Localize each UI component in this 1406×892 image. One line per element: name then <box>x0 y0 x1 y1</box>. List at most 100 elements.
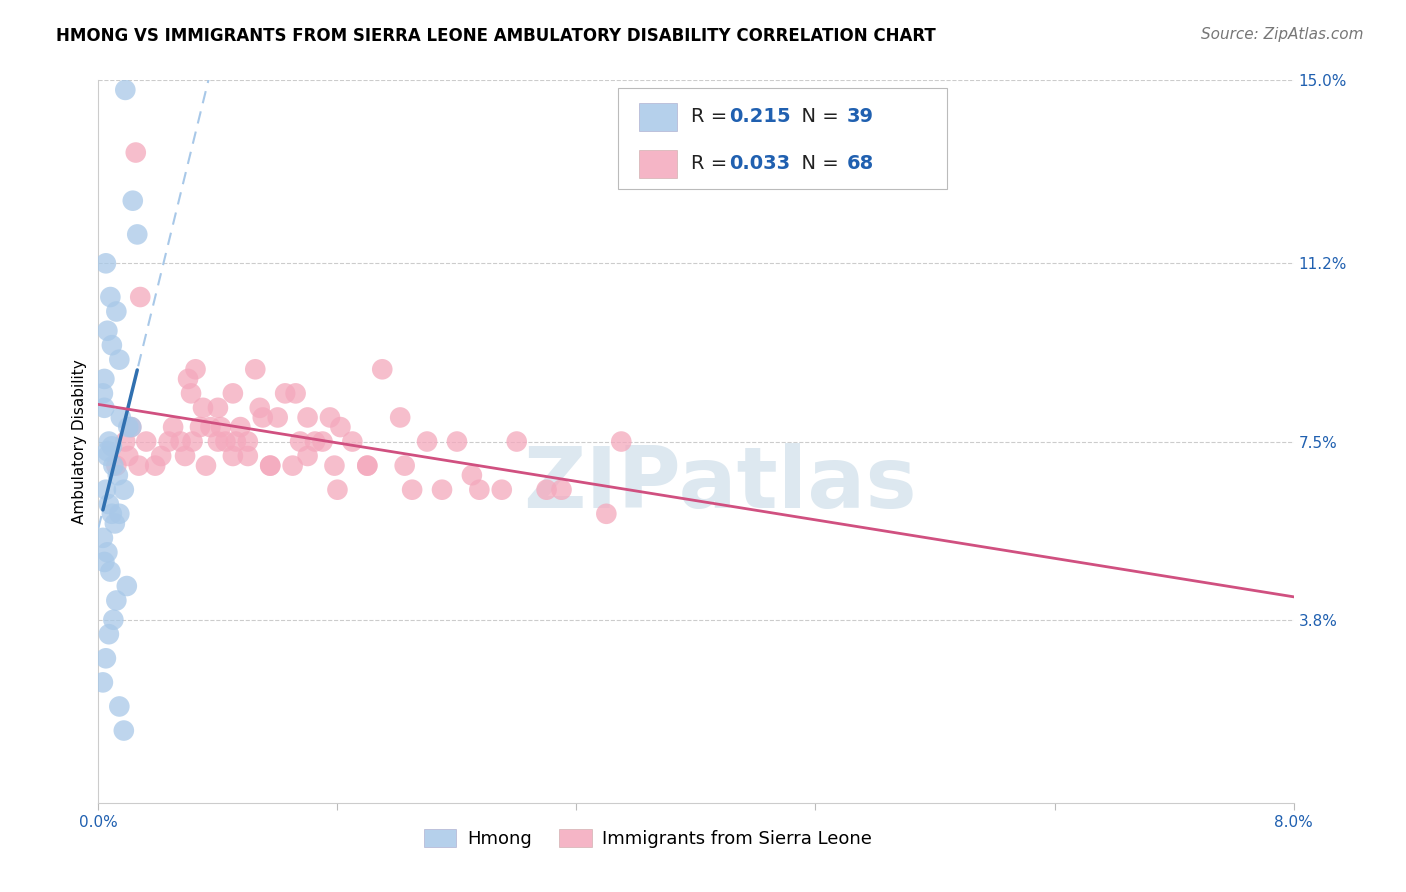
Point <box>191 401 214 415</box>
Point <box>91 386 114 401</box>
Point <box>329 420 352 434</box>
Point <box>108 352 131 367</box>
Text: ZIPatlas: ZIPatlas <box>523 443 917 526</box>
Point <box>94 256 117 270</box>
Point <box>114 83 136 97</box>
Point <box>214 434 236 449</box>
Point <box>610 434 633 449</box>
Point <box>127 227 149 242</box>
Point <box>356 458 378 473</box>
Text: R =: R = <box>692 154 734 173</box>
Point <box>207 401 229 415</box>
Point <box>121 194 143 208</box>
Text: 0.215: 0.215 <box>730 107 792 127</box>
Point <box>222 449 245 463</box>
Point <box>135 434 157 449</box>
Point <box>112 723 135 738</box>
Point <box>101 338 124 352</box>
Text: 39: 39 <box>846 107 873 127</box>
Point <box>117 449 139 463</box>
Text: 68: 68 <box>846 154 873 173</box>
Point <box>180 386 202 401</box>
Point <box>181 434 204 449</box>
Point <box>371 362 394 376</box>
Point <box>401 483 423 497</box>
Point <box>101 507 124 521</box>
Text: N =: N = <box>789 154 845 173</box>
Point <box>96 444 118 458</box>
Point <box>93 555 115 569</box>
Point <box>536 483 558 497</box>
Point <box>245 362 267 376</box>
Point <box>267 410 290 425</box>
Point <box>129 290 152 304</box>
Point <box>94 483 117 497</box>
Point <box>311 434 333 449</box>
Point <box>304 434 326 449</box>
Point <box>120 420 142 434</box>
Point <box>91 675 114 690</box>
Point <box>157 434 180 449</box>
Text: HMONG VS IMMIGRANTS FROM SIERRA LEONE AMBULATORY DISABILITY CORRELATION CHART: HMONG VS IMMIGRANTS FROM SIERRA LEONE AM… <box>56 27 936 45</box>
Point <box>252 410 274 425</box>
Point <box>288 434 311 449</box>
Point <box>98 565 122 579</box>
Point <box>430 483 453 497</box>
Point <box>91 531 114 545</box>
Point <box>143 458 166 473</box>
Point <box>174 449 197 463</box>
Point <box>93 372 115 386</box>
Point <box>103 613 125 627</box>
Point <box>195 458 218 473</box>
Point <box>96 449 118 463</box>
Point <box>342 434 364 449</box>
Point <box>112 483 135 497</box>
Point <box>319 410 342 425</box>
Point <box>394 458 416 473</box>
Point <box>169 434 191 449</box>
Point <box>120 420 142 434</box>
Point <box>105 458 128 473</box>
Point <box>105 304 128 318</box>
FancyBboxPatch shape <box>619 87 948 189</box>
Point <box>150 449 173 463</box>
Point <box>249 401 271 415</box>
Point <box>98 290 122 304</box>
Point <box>595 507 617 521</box>
Point <box>177 372 200 386</box>
Point <box>225 434 247 449</box>
Text: 0.033: 0.033 <box>730 154 790 173</box>
Point <box>229 420 252 434</box>
Point <box>103 458 125 473</box>
Point <box>125 145 148 160</box>
Point <box>274 386 297 401</box>
Text: Source: ZipAtlas.com: Source: ZipAtlas.com <box>1201 27 1364 42</box>
Point <box>222 386 245 401</box>
Point <box>94 651 117 665</box>
Point <box>97 434 120 449</box>
Point <box>297 410 319 425</box>
Point <box>104 516 127 531</box>
Point <box>97 627 120 641</box>
Point <box>108 699 131 714</box>
Point <box>461 468 484 483</box>
Point <box>468 483 491 497</box>
Point <box>236 449 259 463</box>
Y-axis label: Ambulatory Disability: Ambulatory Disability <box>72 359 87 524</box>
Point <box>209 420 232 434</box>
Point <box>128 458 150 473</box>
Point <box>105 593 128 607</box>
Point <box>550 483 572 497</box>
Point <box>200 420 222 434</box>
Point <box>281 458 304 473</box>
Point <box>259 458 281 473</box>
Text: R =: R = <box>692 107 734 127</box>
Point <box>284 386 307 401</box>
Point <box>114 434 136 449</box>
Point <box>101 439 124 453</box>
Point <box>491 483 513 497</box>
Point <box>162 420 184 434</box>
Point <box>188 420 211 434</box>
Point <box>93 401 115 415</box>
Point <box>184 362 207 376</box>
